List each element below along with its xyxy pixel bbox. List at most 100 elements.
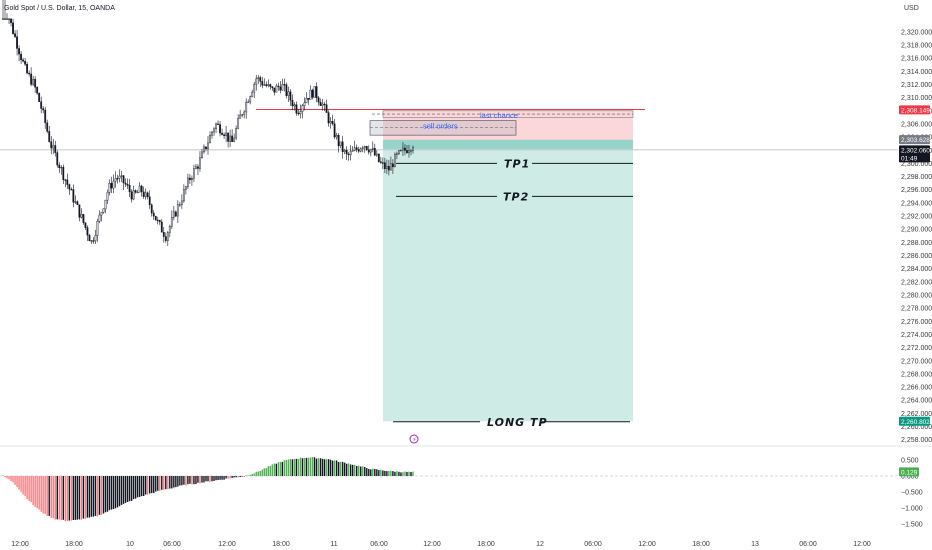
- candle-body: [341, 141, 344, 152]
- candle-body: [134, 190, 137, 193]
- oscillator-bar: [120, 476, 123, 505]
- oscillator-bar: [295, 458, 298, 476]
- oscillator-bar: [378, 470, 380, 476]
- oscillator-bar: [219, 476, 221, 480]
- price-tick-label: 2,264.000: [901, 398, 932, 405]
- oscillator-bar: [273, 463, 276, 476]
- candle-body: [375, 153, 378, 156]
- candle-body: [6, 18, 8, 20]
- long-tp-label: LONG TP: [487, 416, 548, 429]
- candle-body: [72, 189, 75, 203]
- candle-body: [112, 180, 115, 189]
- candle-body: [259, 77, 262, 82]
- candle-body: [225, 132, 227, 137]
- price-tick-label: 2,294.000: [901, 200, 932, 207]
- candle-body: [100, 212, 103, 216]
- oscillator-bar: [126, 476, 129, 503]
- candle-body: [400, 149, 402, 152]
- price-tick-label: 2,318.000: [901, 43, 932, 50]
- oscillator-bar: [140, 476, 143, 497]
- oscillator-bar: [177, 476, 179, 487]
- oscillator-bar: [60, 476, 62, 521]
- price-tick-label: 2,300.000: [901, 161, 932, 168]
- candle-body: [404, 147, 406, 151]
- oscillator-bar: [333, 460, 336, 476]
- currency-label[interactable]: USD: [904, 5, 919, 12]
- price-tick-label: 2,262.000: [901, 411, 932, 418]
- price-tick-label: 2,288.000: [901, 240, 932, 247]
- oscillator-bar: [50, 476, 52, 518]
- candle-body: [124, 182, 127, 185]
- candle-body: [86, 227, 89, 236]
- candle-body: [14, 33, 16, 37]
- candle-body: [199, 157, 201, 169]
- candle-body: [377, 153, 380, 162]
- candle-body: [96, 221, 99, 236]
- oscillator-bar: [404, 471, 406, 476]
- oscillator-bar: [283, 460, 286, 476]
- oscillator-bar: [76, 476, 79, 520]
- oscillator-bar: [269, 465, 272, 476]
- candle-body: [303, 102, 306, 106]
- candle-body: [273, 87, 276, 93]
- price-tick-label: 2,266.000: [901, 385, 932, 392]
- price-tick-label: 2,272.000: [901, 345, 932, 352]
- oscillator-tick-label: 0.000: [901, 474, 919, 481]
- candle-body: [361, 147, 364, 149]
- oscillator-bar: [96, 476, 99, 517]
- price-tick-label: 2,292.000: [901, 214, 932, 221]
- candle-body: [275, 85, 278, 93]
- oscillator-bar: [163, 476, 165, 490]
- price-tick-label: 2,286.000: [901, 253, 932, 260]
- candle-body: [205, 146, 207, 149]
- oscillator-bar: [58, 476, 60, 520]
- candle-body: [217, 123, 219, 125]
- candle-body: [52, 145, 55, 149]
- candle-body: [168, 226, 171, 233]
- candle-body: [410, 150, 412, 152]
- candle-body: [219, 124, 221, 134]
- oscillator-bar: [157, 476, 159, 491]
- oscillator-tick-label: −0.500: [901, 490, 923, 497]
- oscillator-bar: [323, 459, 326, 476]
- candle-body: [193, 168, 195, 179]
- candle-body: [118, 175, 121, 179]
- candle-body: [243, 111, 246, 115]
- oscillator-bar: [209, 476, 211, 482]
- candle-body: [12, 22, 14, 34]
- oscillator-bar: [398, 471, 400, 476]
- oscillator-bar: [233, 476, 235, 478]
- time-axis[interactable]: 12:00 18:00 10 06:00 12:00 18:00 11 06:00 12:00 1…: [11, 541, 871, 548]
- oscillator-bar: [390, 470, 392, 476]
- symbol-title[interactable]: Gold Spot / U.S. Dollar, 15, OANDA: [4, 5, 115, 12]
- oscillator-pane[interactable]: 0.500 0.000 −0.500 −1.000 −1.500 0.129: [0, 457, 923, 529]
- candle-body: [2, 18, 4, 20]
- candle-body: [180, 200, 183, 205]
- event-marker[interactable]: ⚡: [409, 434, 419, 444]
- time-tick-label: 13: [751, 541, 759, 548]
- candle-body: [70, 189, 73, 191]
- oscillator-bar: [325, 459, 328, 476]
- oscillator-bar: [257, 471, 259, 476]
- candle-body: [102, 208, 105, 213]
- oscillator-bar: [221, 476, 223, 480]
- oscillator-bar: [151, 476, 153, 494]
- candle-body: [184, 186, 187, 190]
- oscillator-bar: [86, 476, 89, 518]
- oscillator-bar: [247, 475, 249, 476]
- candle-body: [265, 84, 268, 87]
- oscillator-bar: [251, 474, 253, 476]
- oscillator-bar: [181, 476, 183, 486]
- oscillator-bar: [193, 476, 195, 485]
- candle-body: [237, 118, 240, 129]
- candle-body: [44, 109, 47, 124]
- candle-body: [391, 163, 394, 168]
- tp1-label: TP1: [504, 157, 530, 170]
- price-tick-label: 2,284.000: [901, 266, 932, 273]
- candle-body: [170, 217, 173, 227]
- price-tick-label: 2,280.000: [901, 292, 932, 299]
- oscillator-bar: [267, 466, 269, 476]
- oscillator-bar: [199, 476, 201, 484]
- candle-body: [412, 147, 414, 151]
